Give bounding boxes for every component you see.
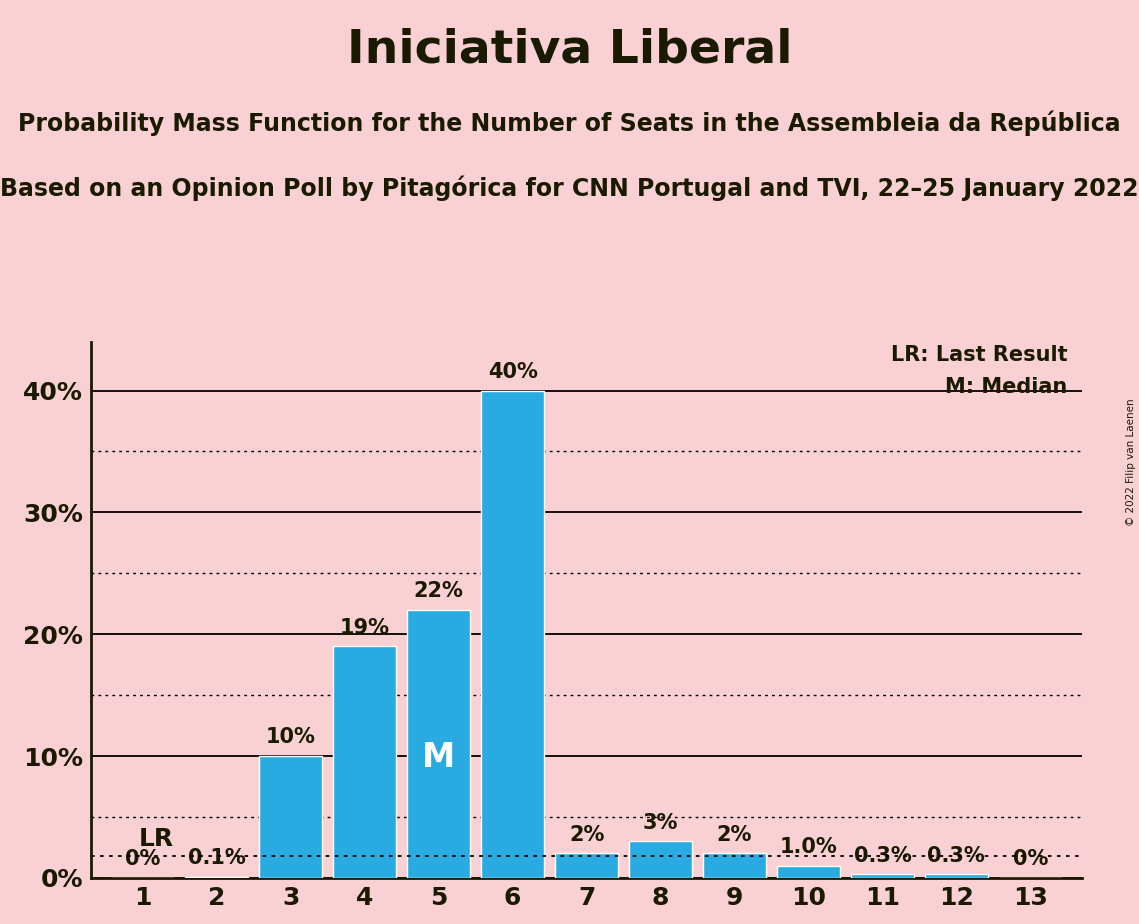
Bar [777,866,839,878]
Text: 2%: 2% [568,825,605,845]
Bar [334,647,396,878]
Bar [481,391,544,878]
Text: Based on an Opinion Poll by Pitagórica for CNN Portugal and TVI, 22–25 January 2: Based on an Opinion Poll by Pitagórica f… [0,176,1139,201]
Bar [851,874,913,878]
Text: 19%: 19% [339,618,390,638]
Text: 1.0%: 1.0% [779,837,837,857]
Bar [629,841,693,878]
Bar [925,874,988,878]
Text: 40%: 40% [487,362,538,383]
Text: 0.3%: 0.3% [927,845,985,866]
Text: © 2022 Filip van Laenen: © 2022 Filip van Laenen [1126,398,1136,526]
Text: 22%: 22% [413,581,464,602]
Text: 10%: 10% [265,727,316,748]
Bar [260,756,322,878]
Text: 2%: 2% [716,825,752,845]
Text: 0%: 0% [1013,849,1048,869]
Text: 0.1%: 0.1% [188,848,246,868]
Bar [408,610,470,878]
Bar [186,877,248,878]
Text: 0%: 0% [125,849,161,869]
Bar [703,854,765,878]
Text: M: M [423,741,456,773]
Text: 0.3%: 0.3% [853,845,911,866]
Text: Probability Mass Function for the Number of Seats in the Assembleia da República: Probability Mass Function for the Number… [18,111,1121,137]
Text: 3%: 3% [642,813,678,833]
Bar [555,854,618,878]
Text: M: Median: M: Median [945,377,1067,396]
Text: LR: Last Result: LR: Last Result [891,345,1067,365]
Text: LR: LR [139,827,174,851]
Text: Iniciativa Liberal: Iniciativa Liberal [346,28,793,73]
